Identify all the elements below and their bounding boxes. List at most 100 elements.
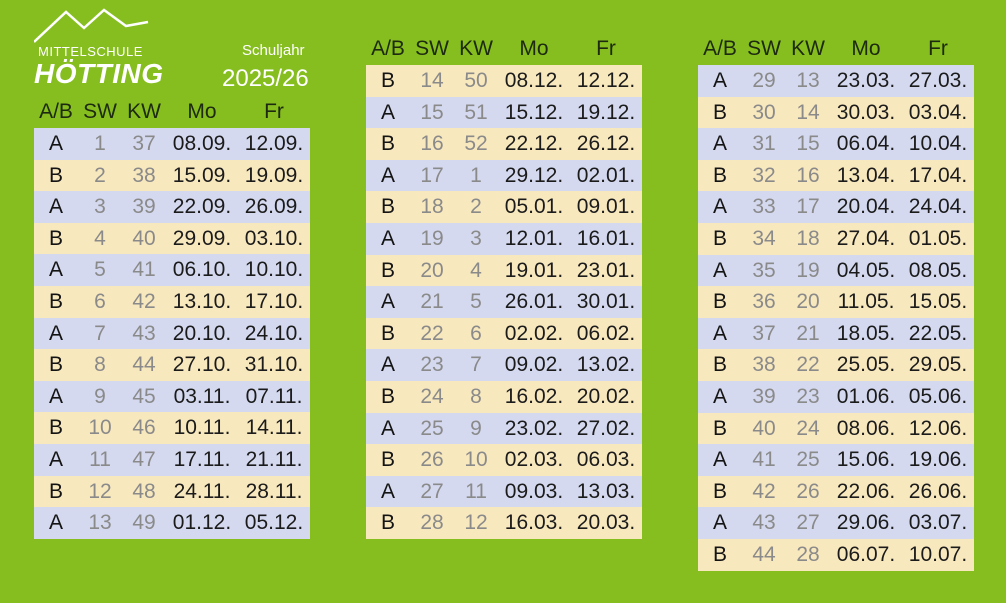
cell-fr: 24.04. bbox=[908, 195, 968, 219]
cell-fr: 05.06. bbox=[908, 385, 968, 408]
cell-kw: 26 bbox=[796, 479, 820, 503]
cell-mo: 20.10. bbox=[172, 321, 232, 345]
cell-fr: 10.07. bbox=[908, 543, 968, 566]
table-row: A 37 21 18.05. 22.05. bbox=[698, 317, 974, 350]
cell-mo: 18.05. bbox=[836, 321, 896, 345]
cell-mo: 27.10. bbox=[172, 353, 232, 377]
table-row: B 4 40 29.09. 03.10. bbox=[34, 222, 310, 255]
cell-mo: 29.12. bbox=[504, 163, 564, 187]
cell-kw: 39 bbox=[132, 195, 156, 219]
table-row: A 25 9 23.02. 27.02. bbox=[366, 412, 642, 445]
cell-ab: B bbox=[380, 511, 395, 535]
cell-sw: 34 bbox=[752, 227, 776, 250]
cell-mo: 12.01. bbox=[504, 227, 564, 250]
cell-sw: 17 bbox=[420, 163, 444, 187]
cell-mo: 13.10. bbox=[172, 290, 232, 313]
cell-mo: 01.12. bbox=[172, 511, 232, 535]
cell-sw: 30 bbox=[752, 100, 776, 124]
cell-mo: 23.03. bbox=[836, 69, 896, 92]
cell-fr: 05.12. bbox=[244, 511, 304, 535]
cell-fr: 01.05. bbox=[908, 227, 968, 250]
cell-fr: 03.04. bbox=[908, 100, 968, 124]
cell-sw: 3 bbox=[94, 195, 106, 219]
cell-kw: 5 bbox=[470, 290, 482, 314]
table-row: A 21 5 26.01. 30.01. bbox=[366, 286, 642, 318]
cell-ab: B bbox=[712, 416, 727, 440]
cell-ab: B bbox=[712, 353, 727, 377]
cell-ab: B bbox=[48, 416, 63, 440]
cell-kw: 10 bbox=[464, 448, 488, 472]
cell-ab: A bbox=[380, 163, 395, 187]
table-row: A 1 37 08.09. 12.09. bbox=[34, 128, 310, 160]
cell-kw: 38 bbox=[132, 163, 156, 187]
cell-fr: 07.11. bbox=[245, 384, 303, 408]
cell-kw: 24 bbox=[796, 416, 820, 440]
cell-fr: 10.10. bbox=[244, 258, 304, 282]
cell-ab: A bbox=[48, 384, 63, 408]
cell-sw: 27 bbox=[420, 479, 444, 503]
table-row: B 8 44 27.10. 31.10. bbox=[34, 349, 310, 381]
table-row: B 10 46 10.11. 14.11. bbox=[34, 412, 310, 444]
table-row: B 20 4 19.01. 23.01. bbox=[366, 254, 642, 287]
cell-ab: A bbox=[712, 69, 727, 92]
cell-sw: 14 bbox=[420, 69, 444, 92]
cell-kw: 43 bbox=[132, 321, 156, 345]
cell-mo: 08.12. bbox=[504, 69, 564, 92]
cell-sw: 39 bbox=[752, 385, 776, 408]
cell-fr: 26.09. bbox=[244, 195, 304, 219]
cell-kw: 2 bbox=[470, 195, 482, 219]
logo-text-mittelschule: MITTELSCHULE bbox=[38, 44, 143, 59]
cell-fr: 27.02. bbox=[576, 416, 636, 440]
cell-kw: 47 bbox=[132, 448, 156, 471]
cell-kw: 16 bbox=[796, 163, 820, 187]
cell-fr: 29.05. bbox=[908, 353, 968, 377]
table-row: A 7 43 20.10. 24.10. bbox=[34, 317, 310, 350]
cell-fr: 02.01. bbox=[576, 163, 636, 187]
header-mo: Mo bbox=[851, 37, 881, 60]
cell-sw: 2 bbox=[94, 163, 106, 187]
header-fr: Fr bbox=[264, 100, 284, 123]
table-row: A 9 45 03.11. 07.11. bbox=[34, 380, 310, 413]
table-row: B 36 20 11.05. 15.05. bbox=[698, 286, 974, 318]
cell-sw: 11 bbox=[89, 448, 111, 471]
cell-mo: 04.05. bbox=[836, 258, 896, 282]
header-sw: SW bbox=[415, 37, 449, 60]
cell-kw: 50 bbox=[464, 69, 488, 92]
cell-sw: 38 bbox=[752, 353, 776, 377]
cell-kw: 14 bbox=[796, 100, 820, 124]
cell-ab: A bbox=[380, 290, 395, 314]
table-row: A 11 47 17.11. 21.11. bbox=[34, 444, 310, 476]
table-row: A 13 49 01.12. 05.12. bbox=[34, 507, 310, 539]
cell-kw: 23 bbox=[796, 385, 820, 408]
cell-mo: 09.02. bbox=[504, 353, 564, 377]
cell-ab: A bbox=[48, 321, 63, 345]
header-sw: SW bbox=[83, 100, 117, 123]
cell-fr: 03.10. bbox=[244, 226, 304, 250]
cell-sw: 36 bbox=[752, 290, 776, 314]
header-ab: A/B bbox=[371, 37, 405, 60]
table-row: B 16 52 22.12. 26.12. bbox=[366, 128, 642, 160]
cell-mo: 06.07. bbox=[836, 543, 896, 566]
cell-fr: 20.03. bbox=[576, 511, 636, 535]
cell-fr: 15.05. bbox=[908, 290, 968, 314]
cell-sw: 35 bbox=[752, 258, 776, 282]
cell-ab: B bbox=[380, 69, 395, 92]
table-row: B 6 42 13.10. 17.10. bbox=[34, 286, 310, 318]
cell-sw: 19 bbox=[420, 227, 444, 250]
cell-ab: A bbox=[380, 100, 395, 124]
cell-sw: 20 bbox=[420, 258, 444, 282]
cell-fr: 19.09. bbox=[244, 163, 304, 187]
table-row: A 23 7 09.02. 13.02. bbox=[366, 349, 642, 381]
cell-fr: 26.06. bbox=[908, 479, 968, 503]
cell-ab: B bbox=[48, 226, 63, 250]
cell-ab: B bbox=[380, 195, 395, 219]
cell-kw: 13 bbox=[796, 69, 820, 92]
cell-sw: 43 bbox=[752, 511, 776, 535]
cell-mo: 25.05. bbox=[836, 353, 896, 377]
cell-kw: 37 bbox=[132, 132, 156, 155]
table-header: A/B SW KW Mo Fr bbox=[366, 33, 642, 65]
cell-mo: 29.06. bbox=[836, 511, 896, 535]
cell-kw: 9 bbox=[470, 416, 482, 440]
cell-mo: 02.03. bbox=[504, 448, 564, 472]
cell-ab: A bbox=[48, 258, 63, 282]
